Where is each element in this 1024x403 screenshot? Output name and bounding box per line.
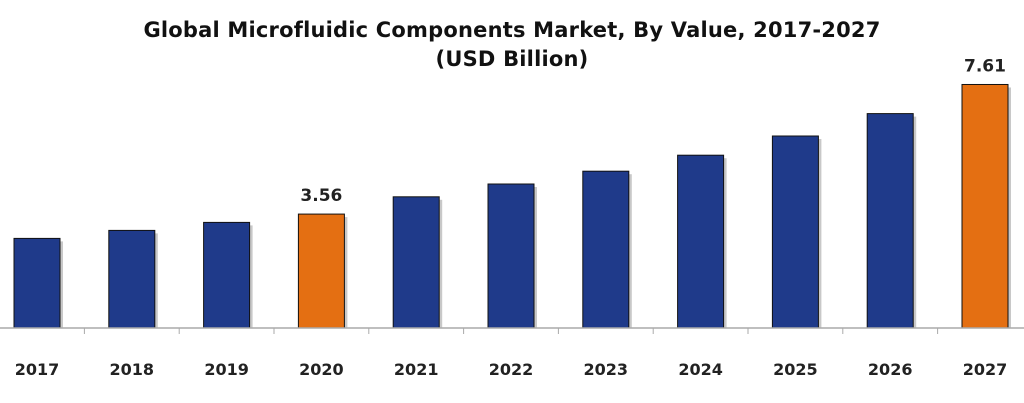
x-tick-label: 2025 [773, 360, 818, 379]
bar-2020 [297, 213, 345, 329]
bar-2019 [203, 221, 251, 329]
bar-2023 [582, 170, 630, 329]
bar-2022 [487, 183, 535, 329]
chart-title: Global Microfluidic Components Market, B… [143, 18, 881, 42]
bar-2025 [771, 135, 819, 329]
x-tick-label: 2026 [868, 360, 913, 379]
bar-2018 [108, 229, 156, 329]
x-tick-label: 2024 [678, 360, 723, 379]
bar-2017 [13, 237, 61, 329]
x-tick-label: 2018 [110, 360, 155, 379]
bar-2027 [961, 83, 1009, 329]
x-tick-label: 2017 [15, 360, 60, 379]
data-label-2027: 7.61 [964, 56, 1006, 76]
x-tick-label: 2022 [489, 360, 534, 379]
x-tick-label: 2020 [299, 360, 344, 379]
bar-2026 [866, 113, 914, 329]
x-tick-label: 2027 [963, 360, 1008, 379]
x-tick-label: 2019 [204, 360, 249, 379]
bar-2021 [392, 196, 440, 329]
chart-subtitle: (USD Billion) [435, 47, 589, 71]
x-tick-label: 2021 [394, 360, 439, 379]
bar-2024 [677, 154, 725, 329]
data-label-2020: 3.56 [300, 186, 342, 206]
x-tick-label: 2023 [584, 360, 629, 379]
